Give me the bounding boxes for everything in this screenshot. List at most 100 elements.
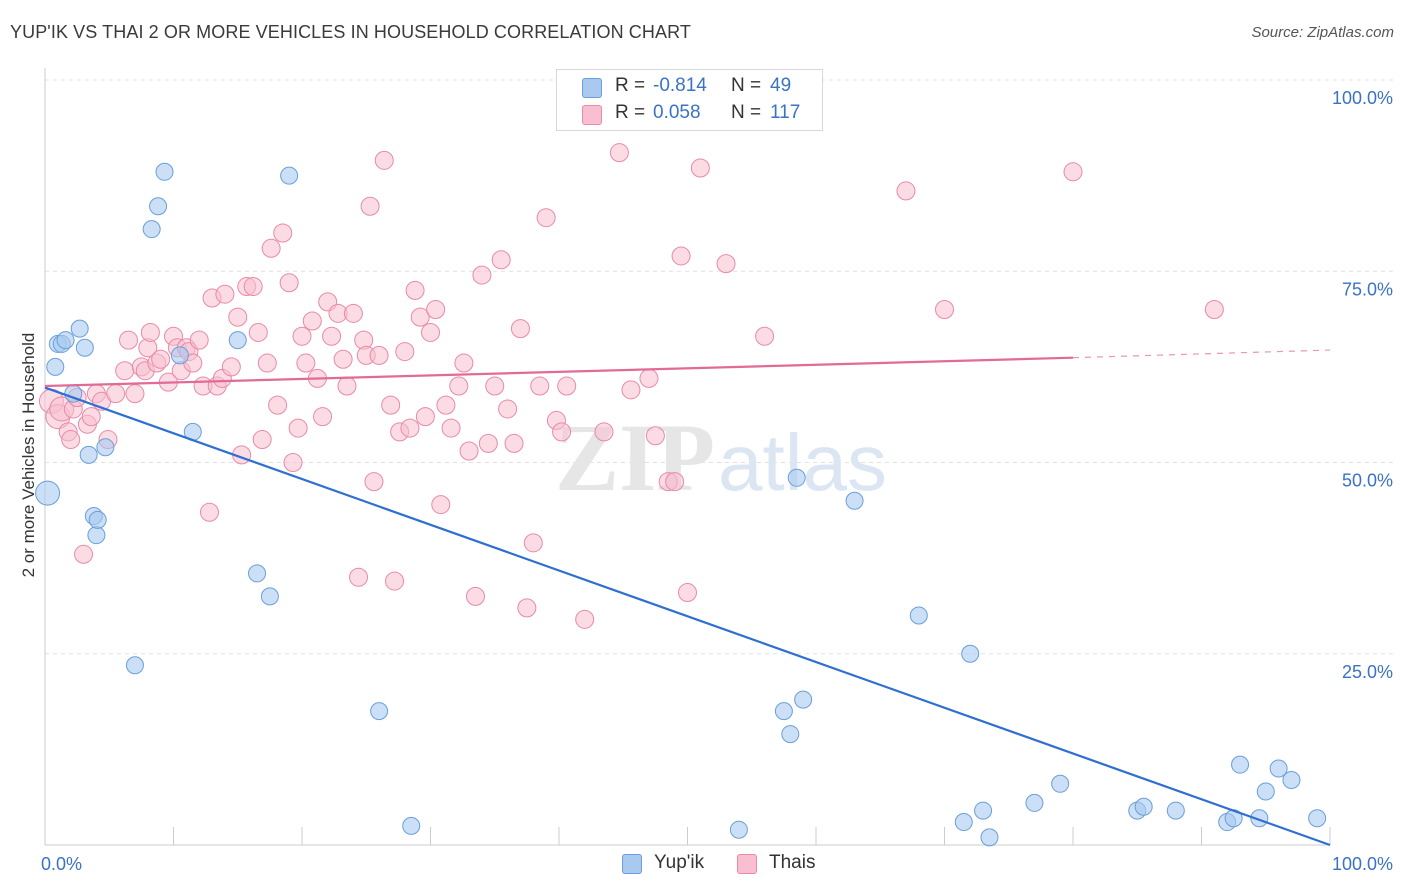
n-label: N = [731, 102, 762, 123]
yupik-point [70, 319, 89, 338]
yupik-point [35, 480, 61, 506]
thai-point [395, 342, 415, 362]
thai-point [431, 495, 451, 515]
yupik-point [961, 644, 980, 663]
thai-point [81, 407, 101, 427]
thai-points [38, 143, 1224, 629]
thai-point [755, 326, 775, 346]
thai-point [498, 399, 518, 419]
thai-point [510, 319, 530, 339]
stats-legend: R = -0.814 N = 49 R = 0.058 N = 117 [556, 69, 823, 131]
yupik-point [1051, 774, 1070, 793]
yupik-point [1025, 793, 1044, 812]
yupik-point [149, 197, 168, 216]
legend-row-thai: R = 0.058 N = 117 [557, 102, 822, 128]
thai-n-value: 117 [770, 102, 801, 123]
yupik-trend-line [44, 386, 1331, 847]
thai-point [279, 273, 299, 293]
yupik-point [228, 331, 247, 350]
yupik-swatch [582, 78, 602, 98]
thai-point [491, 250, 511, 270]
thai-point [381, 395, 401, 415]
thai-point [472, 265, 492, 285]
watermark-zip: ZIP [555, 404, 715, 511]
yupik-point [794, 690, 813, 709]
thai-point [552, 422, 572, 442]
thai-point [436, 395, 456, 415]
thai-point [517, 598, 537, 618]
thai-point [288, 418, 308, 438]
thai-point [459, 441, 479, 461]
thai-point [671, 246, 691, 266]
thai-trend-line [44, 356, 1074, 388]
yupik-point [96, 438, 115, 457]
thai-point [405, 280, 425, 300]
thai-point [426, 300, 446, 319]
yupik-point [774, 702, 793, 721]
source-label: Source: ZipAtlas.com [1251, 24, 1394, 41]
yupik-point [1282, 770, 1301, 789]
trend-lines [44, 349, 1331, 847]
thai-legend-swatch [737, 854, 757, 874]
yupik-point [787, 468, 806, 487]
yupik-point [46, 357, 65, 376]
thai-point [322, 326, 342, 346]
yupik-point [1269, 759, 1288, 778]
thai-point [125, 384, 145, 404]
yupik-n-value: 49 [770, 75, 792, 96]
thai-point [374, 150, 394, 170]
thai-point [536, 208, 556, 228]
thai-point [257, 353, 277, 373]
thai-point [343, 303, 363, 323]
thai-point [364, 472, 384, 492]
yupik-point [974, 801, 993, 820]
thai-point [485, 376, 505, 396]
thai-point [119, 330, 139, 350]
yupik-point [1231, 755, 1250, 774]
yupik-point [79, 445, 98, 464]
thai-point [292, 326, 312, 346]
yupik-point [1308, 809, 1327, 828]
thai-point [478, 433, 498, 453]
grid-lines [45, 79, 1393, 655]
yupik-point [1166, 801, 1185, 820]
x-tick-label: 0.0% [41, 854, 82, 874]
thai-point [228, 307, 248, 327]
yupik-point [1134, 797, 1153, 816]
thai-point [273, 223, 293, 243]
yupik-point [87, 526, 106, 545]
thai-point [302, 311, 322, 331]
yupik-r-value: -0.814 [653, 75, 707, 96]
thai-point [349, 567, 369, 587]
thai-point [283, 453, 303, 472]
thai-point [639, 368, 659, 388]
thai-point [896, 181, 916, 201]
thai-r-value: 0.058 [653, 102, 701, 123]
zipatlas-watermark: ZIP atlas [555, 404, 887, 511]
thai-point [609, 143, 629, 163]
thai-point [189, 330, 209, 350]
thai-point [665, 472, 685, 492]
thai-point [530, 376, 550, 396]
x-tick-label: 100.0% [1332, 854, 1393, 874]
thai-point [140, 322, 160, 342]
thai-point [594, 422, 614, 442]
thai-point [261, 238, 281, 258]
thai-point [385, 571, 405, 591]
thai-point [221, 357, 241, 377]
thai-point [410, 307, 430, 327]
thai-point [504, 433, 524, 453]
thai-point [61, 430, 81, 450]
axes [44, 68, 1331, 846]
thai-point [441, 418, 461, 438]
thai-point [74, 544, 94, 564]
thai-point [369, 345, 389, 365]
thai-point [337, 376, 357, 396]
yupik-legend-swatch [622, 854, 642, 874]
thai-point [296, 353, 316, 373]
watermark-atlas: atlas [718, 418, 887, 507]
thai-legend-label: Thais [769, 852, 816, 873]
thai-point [449, 376, 469, 396]
yupik-point [260, 587, 279, 606]
